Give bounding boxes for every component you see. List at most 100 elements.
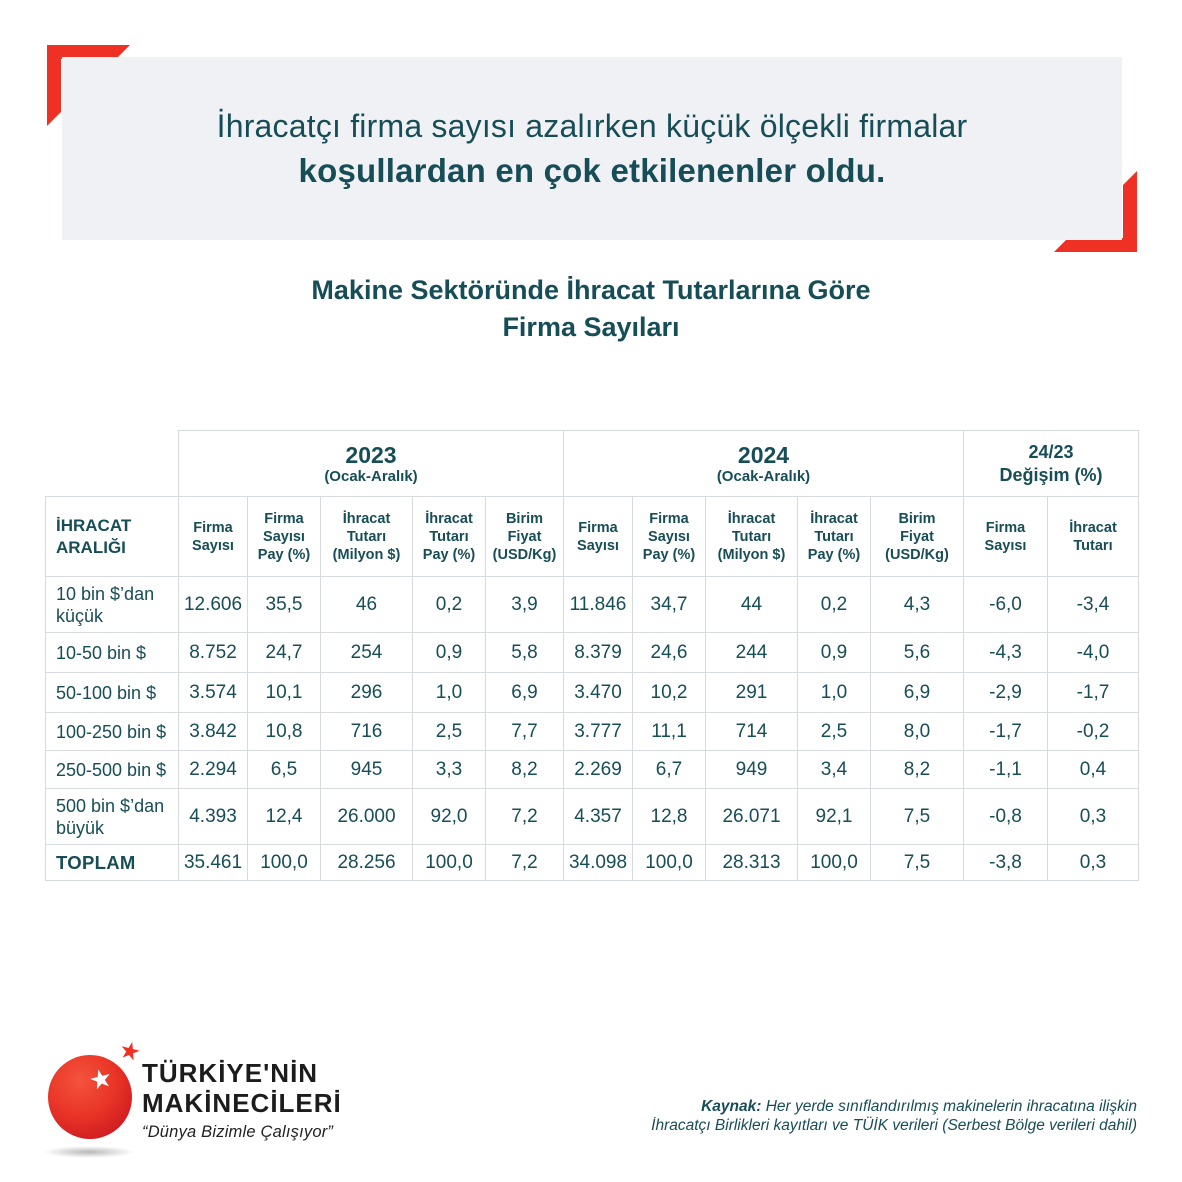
data-cell: 12,4 <box>247 788 321 845</box>
table-row: 10-50 bin $8.752 24,7 254 0,9 5,8 8.379 24,6 24… <box>45 632 1139 673</box>
group-change-sublabel: Değişim (%) <box>999 464 1103 485</box>
table-body: 10 bin $’dan küçük 12.606 35,5 46 0,2 3,9 11.8… <box>45 576 1139 881</box>
data-cell: 100,0 <box>247 844 321 881</box>
subcol-header: Birim Fiyat (USD/Kg) <box>485 496 564 577</box>
data-cell: 296 <box>320 672 413 713</box>
data-cell: -4,3 <box>963 632 1048 673</box>
row-axis-header: İHRACAT ARALIĞI <box>45 496 179 577</box>
data-cell: -2,9 <box>963 672 1048 713</box>
data-cell: 8.752 <box>178 632 248 673</box>
data-cell: 0,9 <box>412 632 486 673</box>
data-cell: 6,7 <box>632 750 706 789</box>
data-cell: 11.846 <box>563 576 633 633</box>
data-cell: 6,5 <box>247 750 321 789</box>
data-cell: 4,3 <box>870 576 964 633</box>
source-line2: İhracatçı Birlikleri kayıtları ve TÜİK v… <box>651 1116 1137 1134</box>
data-cell: 949 <box>705 750 798 789</box>
subcol-header: Firma Sayısı Pay (%) <box>247 496 321 577</box>
data-cell: 8,2 <box>485 750 564 789</box>
headline-banner: İhracatçı firma sayısı azalırken küçük ö… <box>62 57 1122 240</box>
table-row: 250-500 bin $2.294 6,5 945 3,3 8,2 2.269 6,7 94… <box>45 750 1139 789</box>
data-cell: 6,9 <box>485 672 564 713</box>
group-2024-header: 2024 (Ocak-Aralık) <box>563 430 964 497</box>
data-cell: 28.313 <box>705 844 798 881</box>
data-cell: 12.606 <box>178 576 248 633</box>
headline-line2: koşullardan en çok etkilenenler oldu. <box>298 151 886 189</box>
row-label: 250-500 bin $ <box>45 750 179 789</box>
data-cell: 945 <box>320 750 413 789</box>
table-group-header-row: 2023 (Ocak-Aralık) 2024 (Ocak-Aralık) 24… <box>45 430 1139 497</box>
logo-tagline: “Dünya Bizimle Çalışıyor” <box>142 1123 334 1141</box>
corner-cell <box>45 430 179 497</box>
data-cell: 291 <box>705 672 798 713</box>
logo-sphere-icon <box>48 1055 132 1139</box>
data-cell: 7,2 <box>485 844 564 881</box>
source-text1: Her yerde sınıflandırılmış makinelerin i… <box>761 1098 1137 1115</box>
data-cell: 100,0 <box>797 844 871 881</box>
data-cell: 0,3 <box>1047 788 1139 845</box>
subcol-header: İhracat Tutarı <box>1047 496 1139 577</box>
data-cell: 100,0 <box>632 844 706 881</box>
subcol-header: Birim Fiyat (USD/Kg) <box>870 496 964 577</box>
data-cell: 1,0 <box>797 672 871 713</box>
data-cell: 92,0 <box>412 788 486 845</box>
group-change-label: 24/23 <box>1028 441 1074 462</box>
table-row: 50-100 bin $3.574 10,1 296 1,0 6,9 3.470 10,2 2… <box>45 672 1139 713</box>
data-cell: 8,0 <box>870 712 964 751</box>
subcol-header: Firma Sayısı <box>563 496 633 577</box>
data-cell: 714 <box>705 712 798 751</box>
data-cell: 92,1 <box>797 788 871 845</box>
subcol-header: İhracat Tutarı (Milyon $) <box>705 496 798 577</box>
group-2023-label: 2023 <box>345 441 397 468</box>
data-cell: 4.393 <box>178 788 248 845</box>
data-cell: 46 <box>320 576 413 633</box>
source-line1: Kaynak: Her yerde sınıflandırılmış makin… <box>497 1098 1137 1117</box>
data-cell: -0,8 <box>963 788 1048 845</box>
logo-name-line1: TÜRKİYE'NİN <box>142 1058 319 1088</box>
subcol-header: İhracat Tutarı Pay (%) <box>412 496 486 577</box>
data-cell: 44 <box>705 576 798 633</box>
headline-line1: İhracatçı firma sayısı azalırken küçük ö… <box>216 107 968 144</box>
table-row: 100-250 bin $3.842 10,8 716 2,5 7,7 3.777 11,1… <box>45 712 1139 751</box>
row-label: 50-100 bin $ <box>45 672 179 713</box>
data-cell: 0,2 <box>797 576 871 633</box>
table-row: 500 bin $’dan büyük 4.393 12,4 26.000 92,0 7,… <box>45 788 1139 845</box>
data-cell: -1,1 <box>963 750 1048 789</box>
subcol-header: Firma Sayısı Pay (%) <box>632 496 706 577</box>
data-cell: 7,5 <box>870 788 964 845</box>
data-cell: -1,7 <box>1047 672 1139 713</box>
data-cell: 5,8 <box>485 632 564 673</box>
data-cell: -1,7 <box>963 712 1048 751</box>
data-cell: 34.098 <box>563 844 633 881</box>
data-cell: 11,1 <box>632 712 706 751</box>
subcol-header: Firma Sayısı <box>178 496 248 577</box>
data-cell: 34,7 <box>632 576 706 633</box>
row-label: TOPLAM <box>45 844 179 881</box>
table-title-line2: Firma Sayıları <box>502 312 680 342</box>
table-title: Makine Sektöründe İhracat Tutarlarına Gö… <box>0 272 1182 346</box>
table-wrapper: 2023 (Ocak-Aralık) 2024 (Ocak-Aralık) 24… <box>45 430 1139 881</box>
data-cell: -0,2 <box>1047 712 1139 751</box>
group-change-header: 24/23 Değişim (%) <box>963 430 1139 497</box>
data-cell: 24,7 <box>247 632 321 673</box>
data-cell: 28.256 <box>320 844 413 881</box>
data-cell: 26.000 <box>320 788 413 845</box>
data-cell: 3.842 <box>178 712 248 751</box>
data-cell: 12,8 <box>632 788 706 845</box>
table-total-row: TOPLAM 35.461 100,0 28.256 100,0 7,2 34.098 100… <box>45 844 1139 881</box>
data-cell: 35,5 <box>247 576 321 633</box>
data-cell: 716 <box>320 712 413 751</box>
data-cell: 10,8 <box>247 712 321 751</box>
data-cell: 0,2 <box>412 576 486 633</box>
logo-name-line2: MAKİNECİLERİ <box>142 1088 342 1118</box>
data-cell: -4,0 <box>1047 632 1139 673</box>
group-2023-sublabel: (Ocak-Aralık) <box>324 467 418 485</box>
brand-logo: ★ ★ TÜRKİYE'NİN MAKİNECİLERİ “Dünya Bizi… <box>43 1036 385 1167</box>
logo-shadow <box>43 1146 135 1158</box>
data-cell: 6,9 <box>870 672 964 713</box>
data-cell: 7,2 <box>485 788 564 845</box>
source-note: Kaynak: Her yerde sınıflandırılmış makin… <box>497 1098 1137 1135</box>
source-label: Kaynak: <box>701 1098 762 1115</box>
data-cell: 100,0 <box>412 844 486 881</box>
data-cell: 2,5 <box>412 712 486 751</box>
